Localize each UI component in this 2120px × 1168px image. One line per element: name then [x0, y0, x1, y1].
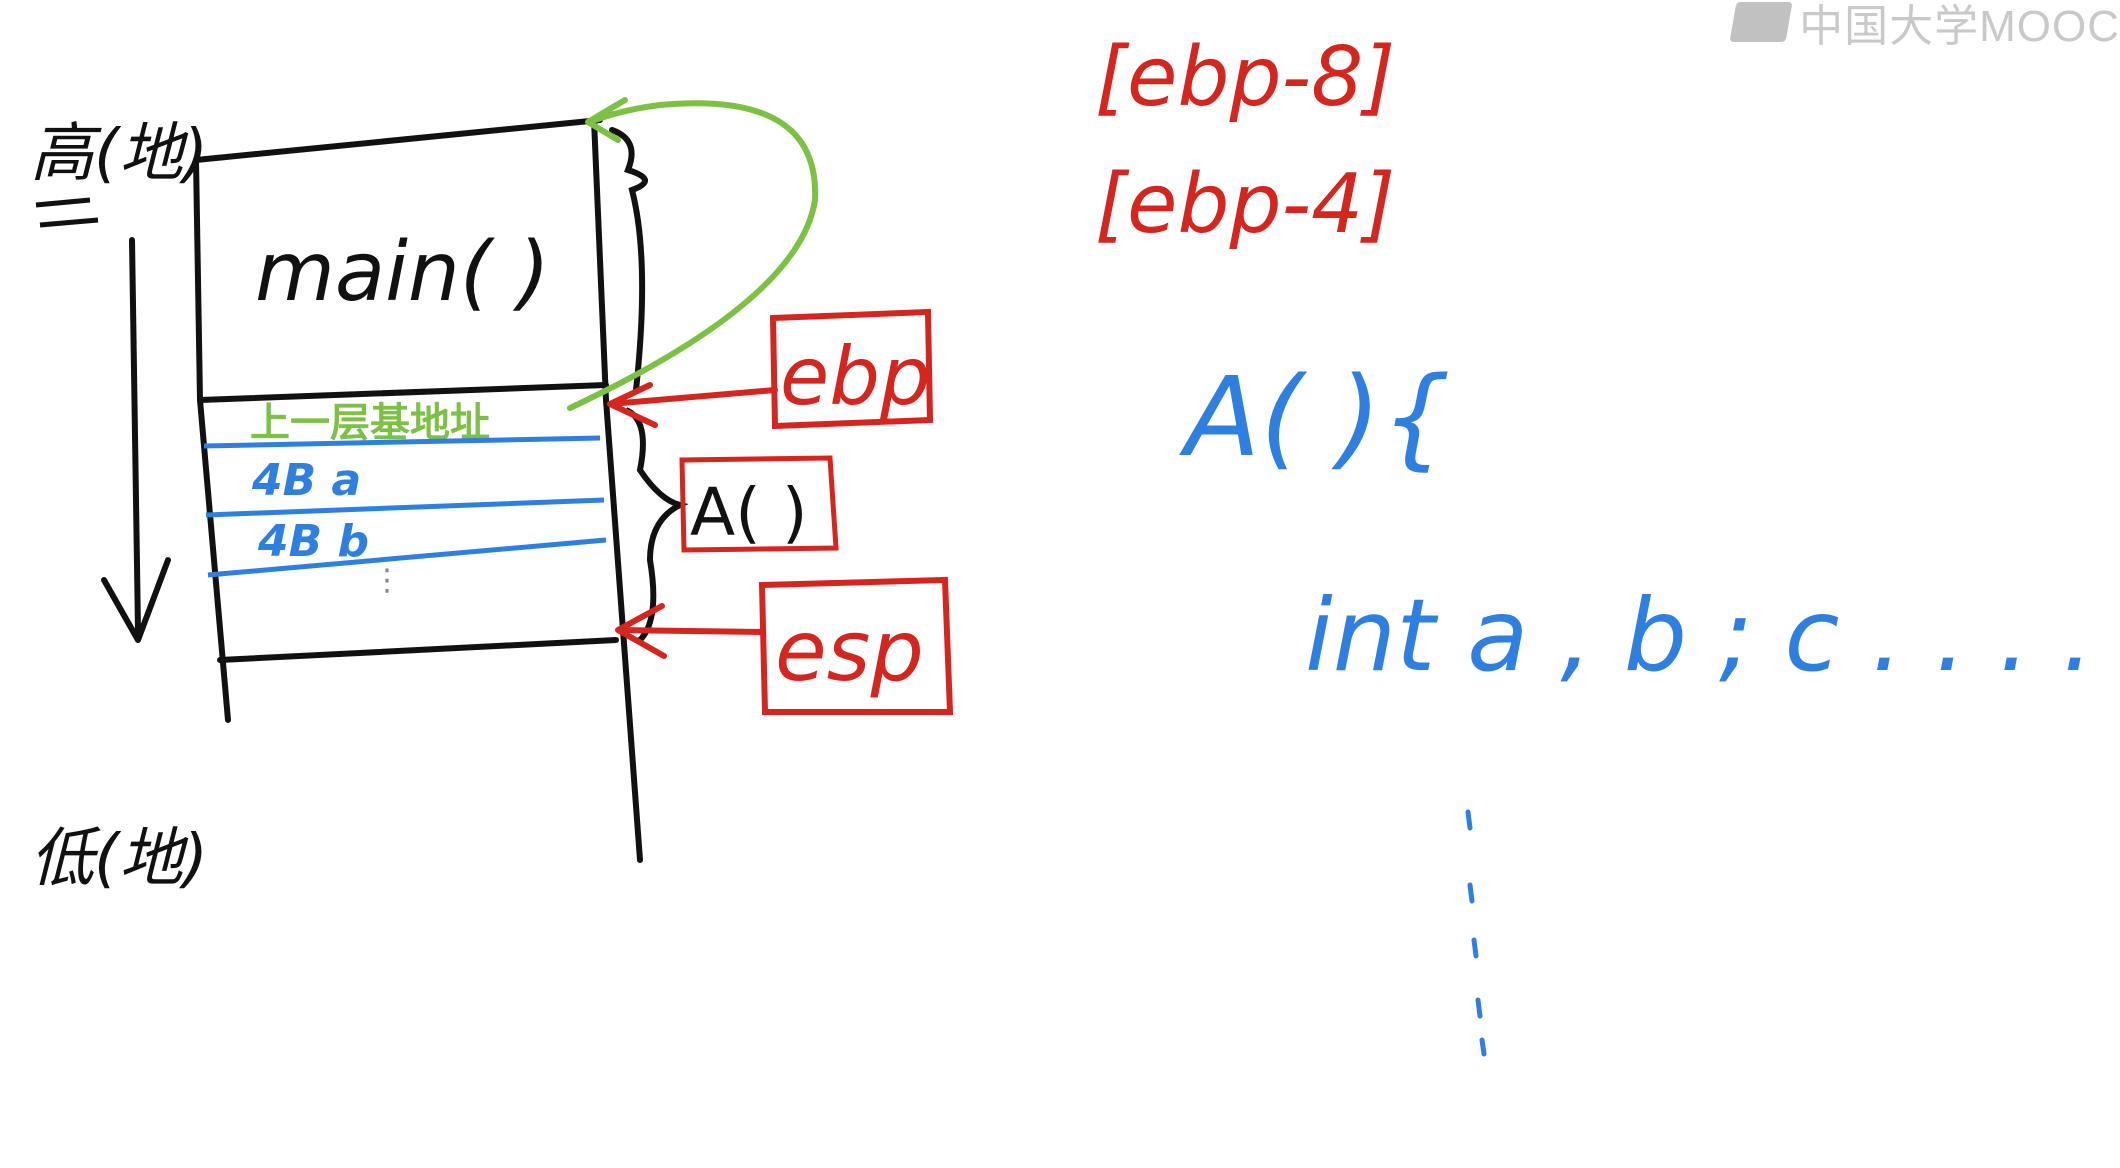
var-b-slot-label: 4B b: [257, 516, 369, 567]
ebp-minus-4-label: [ebp-4]: [1095, 157, 1395, 252]
green-arrow-head: [585, 97, 628, 143]
main-frame-bottom-line: [197, 382, 609, 403]
function-a-header: A( ){: [1179, 353, 1451, 481]
growth-direction-arrow: [129, 237, 141, 633]
ebp-label: ebp: [780, 330, 931, 423]
stack-top-line: [193, 117, 603, 163]
saved-ebp-arrow: [567, 97, 819, 411]
mooc-watermark: 中国大学MOOC: [1729, 0, 2120, 54]
stack-column: [193, 117, 648, 863]
slot-line-3: [207, 537, 607, 578]
ebp-minus-8-label: [ebp-8]: [1095, 30, 1395, 125]
main-frame-brace: [609, 127, 648, 393]
ebp-register: ebp: [607, 308, 934, 430]
main-frame-label: main( ): [255, 225, 550, 320]
esp-box: [758, 576, 954, 715]
frame-a-tag: A( ): [679, 455, 839, 553]
esp-register: esp: [615, 576, 954, 715]
frame-a-label: A( ): [690, 474, 808, 551]
slot-line-2: [205, 497, 605, 518]
stack-right-wall: [591, 117, 643, 863]
ebp-arrow-head: [607, 382, 658, 428]
watermark-text: 中国大学MOOC: [1799, 2, 2120, 51]
mooc-logo-icon: [1729, 2, 1793, 42]
high-address-underline: [35, 197, 99, 228]
slot-line-1: [203, 435, 601, 449]
esp-arrow-head: [615, 603, 667, 659]
high-address-label: 高(地): [30, 117, 208, 191]
prev-frame-address-label: 上一层基地址: [250, 400, 490, 446]
var-a-slot-label: 4B a: [251, 455, 361, 506]
frame-a-slots: [203, 435, 607, 578]
ebp-box: [769, 308, 934, 430]
code-continuation-dots: [1465, 809, 1487, 1057]
variable-declaration: int a , b ; c . . . .: [1305, 577, 2094, 694]
growth-arrow-head: [101, 557, 171, 643]
slot-ellipsis: ⋮: [372, 563, 402, 598]
esp-boundary-line: [217, 637, 619, 663]
address-axis: 高(地) 低(地): [30, 117, 208, 896]
frame-a-brace: [624, 407, 689, 643]
stack-left-wall: [193, 157, 231, 723]
esp-label: esp: [775, 602, 924, 700]
low-address-label: 低(地): [30, 822, 208, 896]
frame-a-tag-box: [679, 455, 839, 553]
